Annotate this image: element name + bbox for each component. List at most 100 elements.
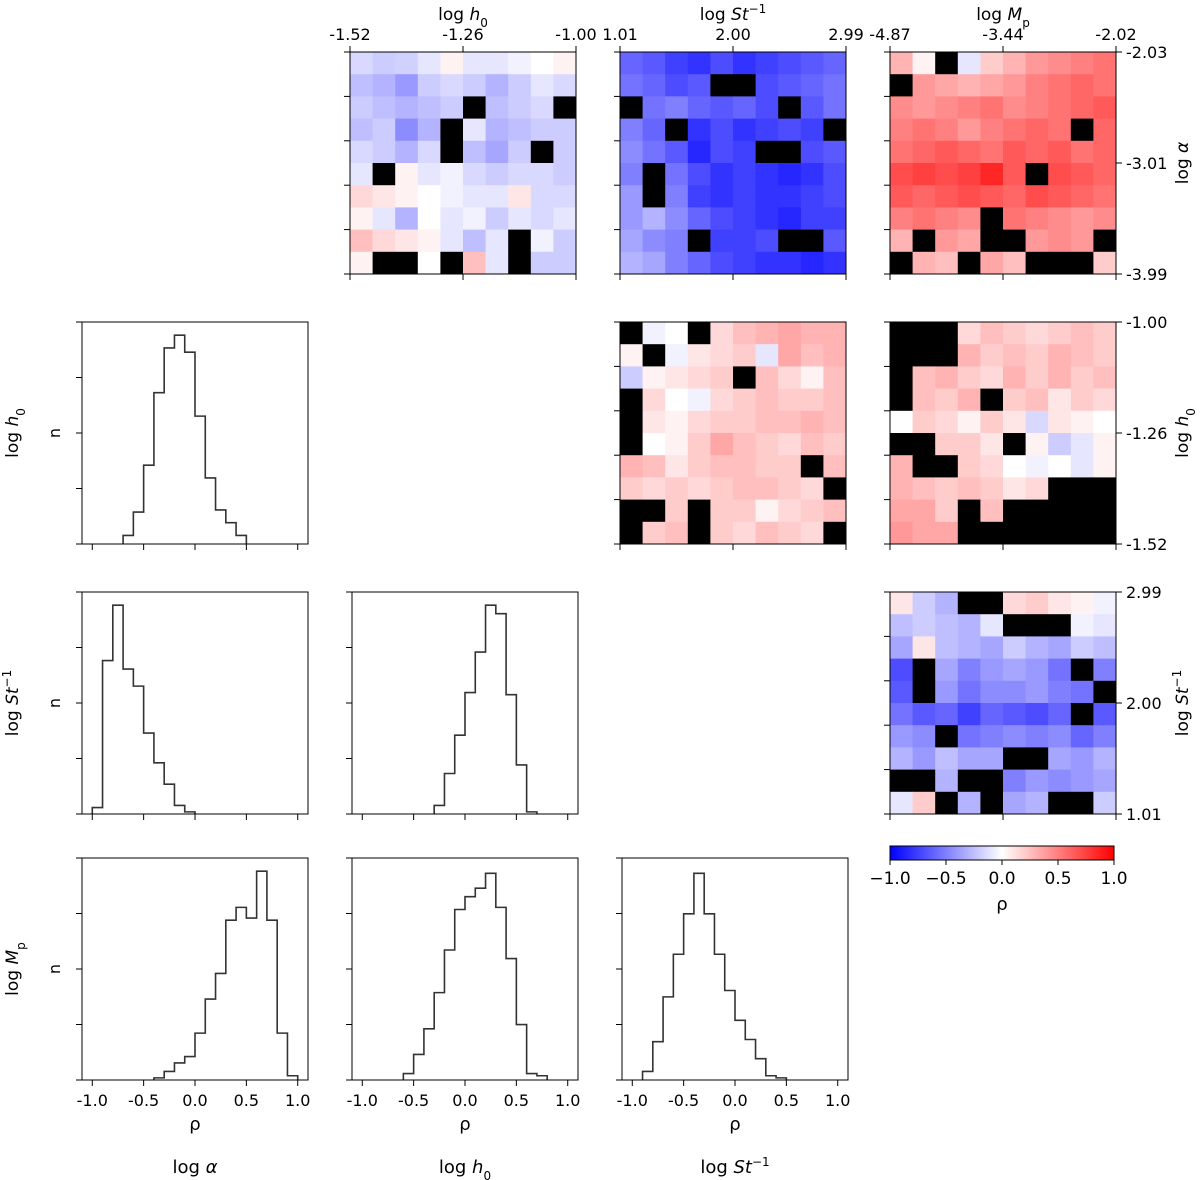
heatmap-cell: [778, 455, 802, 478]
heatmap-cell: [687, 499, 711, 523]
heatmap-cell: [890, 140, 914, 164]
heatmap-cell: [800, 410, 824, 434]
heatmap-cell: [800, 96, 824, 120]
heatmap-cell: [417, 207, 441, 231]
heatmap-cell: [935, 322, 959, 345]
heatmap-cell: [620, 118, 644, 142]
heatmap-cell: [710, 410, 734, 434]
heatmap-cell: [350, 52, 374, 75]
heatmap-cell: [642, 433, 666, 456]
heatmap-frame: [889, 51, 1117, 275]
heatmap-cell: [1025, 680, 1049, 704]
heatmap-cell: [755, 388, 779, 412]
heatmap-cell: [1025, 433, 1049, 456]
heatmap-cell: [755, 251, 779, 275]
heatmap-cell: [642, 207, 666, 231]
heatmap-cell: [935, 521, 959, 545]
heatmap-cell: [733, 521, 757, 545]
heatmap-cell: [800, 521, 824, 545]
heatmap-cell: [440, 74, 464, 97]
heatmap-cell: [1093, 96, 1117, 120]
heatmap-cell: [755, 455, 779, 478]
heatmap-cell: [1003, 725, 1027, 748]
heatmap-cell: [1070, 725, 1094, 748]
heatmap-cell: [935, 140, 959, 164]
heatmap-cell: [912, 703, 936, 726]
heatmap-cell: [935, 410, 959, 434]
heatmap-cell: [823, 455, 847, 478]
x-tick-label: 1.01: [602, 25, 638, 44]
heatmap-cell: [778, 344, 802, 367]
heatmap-cell: [912, 747, 936, 771]
heatmap-cell: [1070, 455, 1094, 478]
heatmap-cell: [755, 185, 779, 208]
colorbar-tick-label: −1.0: [869, 869, 910, 889]
heatmap-cell: [1025, 455, 1049, 478]
heatmap-cell: [980, 658, 1004, 682]
heatmap-cell: [1048, 388, 1072, 412]
heatmap-cell: [642, 410, 666, 434]
heatmap-cell: [1093, 366, 1117, 390]
heatmap-cell: [687, 477, 711, 501]
heatmap-cell: [1003, 791, 1027, 815]
heatmap-cell: [710, 163, 734, 186]
heatmap-cell: [1070, 322, 1094, 345]
histogram-hist-st-mp: -1.0 -0.5 0.0 0.5 1.0 ρ: [616, 857, 850, 1135]
heatmap-cell: [733, 433, 757, 456]
heatmap-cell: [1025, 366, 1049, 390]
heatmap-cell: [733, 96, 757, 120]
x-axis-label: ρ: [189, 1114, 200, 1135]
heatmap-cell: [935, 499, 959, 523]
heatmap-cell: [800, 229, 824, 253]
heatmap-mp-vs-h0: -1.00 -1.26 -1.52 log h0: [884, 313, 1198, 554]
heatmap-cell: [642, 229, 666, 253]
heatmap-cell: [935, 791, 959, 815]
heatmap-cell: [935, 52, 959, 75]
heatmap-cell: [912, 725, 936, 748]
heatmap-cell: [508, 251, 532, 275]
heatmap-cell: [687, 140, 711, 164]
heatmap-cell: [733, 322, 757, 345]
heatmap-cell: [1025, 140, 1049, 164]
x-tick-label: -1.0: [77, 1091, 108, 1110]
heatmap-cell: [530, 207, 554, 231]
y-axis-n-label: n: [45, 698, 64, 708]
heatmap-cell: [1003, 185, 1027, 208]
heatmap-cell: [642, 455, 666, 478]
heatmap-cell: [823, 185, 847, 208]
heatmap-cell: [935, 251, 959, 275]
heatmap-cell: [912, 614, 936, 637]
heatmap-cell: [778, 118, 802, 142]
heatmap-cell: [823, 74, 847, 97]
heatmap-cell: [710, 207, 734, 231]
heatmap-cell: [1048, 658, 1072, 682]
plot-area: [82, 592, 308, 814]
heatmap-cell: [935, 614, 959, 637]
heatmap-cell: [1048, 322, 1072, 345]
heatmap-cell: [710, 499, 734, 523]
heatmap-cell: [642, 118, 666, 142]
heatmap-cell: [980, 366, 1004, 390]
x-tick-label: 1.0: [285, 1091, 310, 1110]
heatmap-cell: [1048, 207, 1072, 231]
heatmap-cell: [642, 96, 666, 120]
heatmap-cell: [710, 455, 734, 478]
x-tick-label: -2.02: [1095, 25, 1136, 44]
heatmap-cell: [620, 185, 644, 208]
heatmap-cell: [395, 163, 419, 186]
colorbar-tick-label: 0.0: [988, 869, 1015, 889]
heatmap-cell: [912, 769, 936, 793]
heatmap-cell: [1070, 185, 1094, 208]
heatmap-cell: [1003, 251, 1027, 275]
plot-area: [352, 858, 578, 1080]
heatmap-cell: [823, 433, 847, 456]
heatmap-cell: [508, 140, 532, 164]
heatmap-cell: [485, 185, 509, 208]
heatmap-cell: [778, 185, 802, 208]
heatmap-cell: [1093, 592, 1117, 615]
heatmap-cell: [935, 229, 959, 253]
heatmap-cell: [733, 185, 757, 208]
heatmap-cell: [463, 229, 487, 253]
x-tick-label: -1.00: [555, 25, 596, 44]
